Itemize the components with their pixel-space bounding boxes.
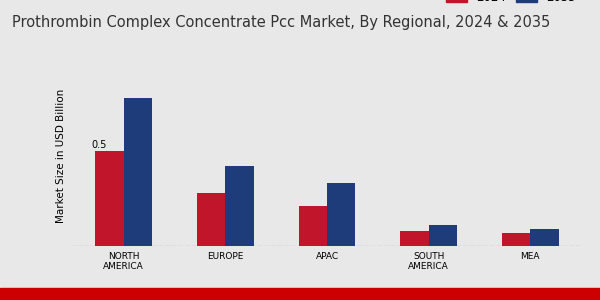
Bar (400, 231, 428, 246)
Bar (95, 151, 124, 246)
Bar (299, 206, 327, 246)
Y-axis label: Market Size in USD Billion: Market Size in USD Billion (56, 89, 67, 223)
Bar (124, 98, 152, 246)
Bar (502, 233, 530, 246)
Bar (327, 184, 355, 246)
Legend: 2024, 2035: 2024, 2035 (446, 0, 576, 4)
Bar (226, 167, 254, 246)
Bar (530, 229, 559, 246)
Bar (428, 225, 457, 246)
Text: Prothrombin Complex Concentrate Pcc Market, By Regional, 2024 & 2035: Prothrombin Complex Concentrate Pcc Mark… (12, 15, 550, 30)
Bar (197, 193, 226, 246)
Text: 0.5: 0.5 (91, 140, 106, 150)
